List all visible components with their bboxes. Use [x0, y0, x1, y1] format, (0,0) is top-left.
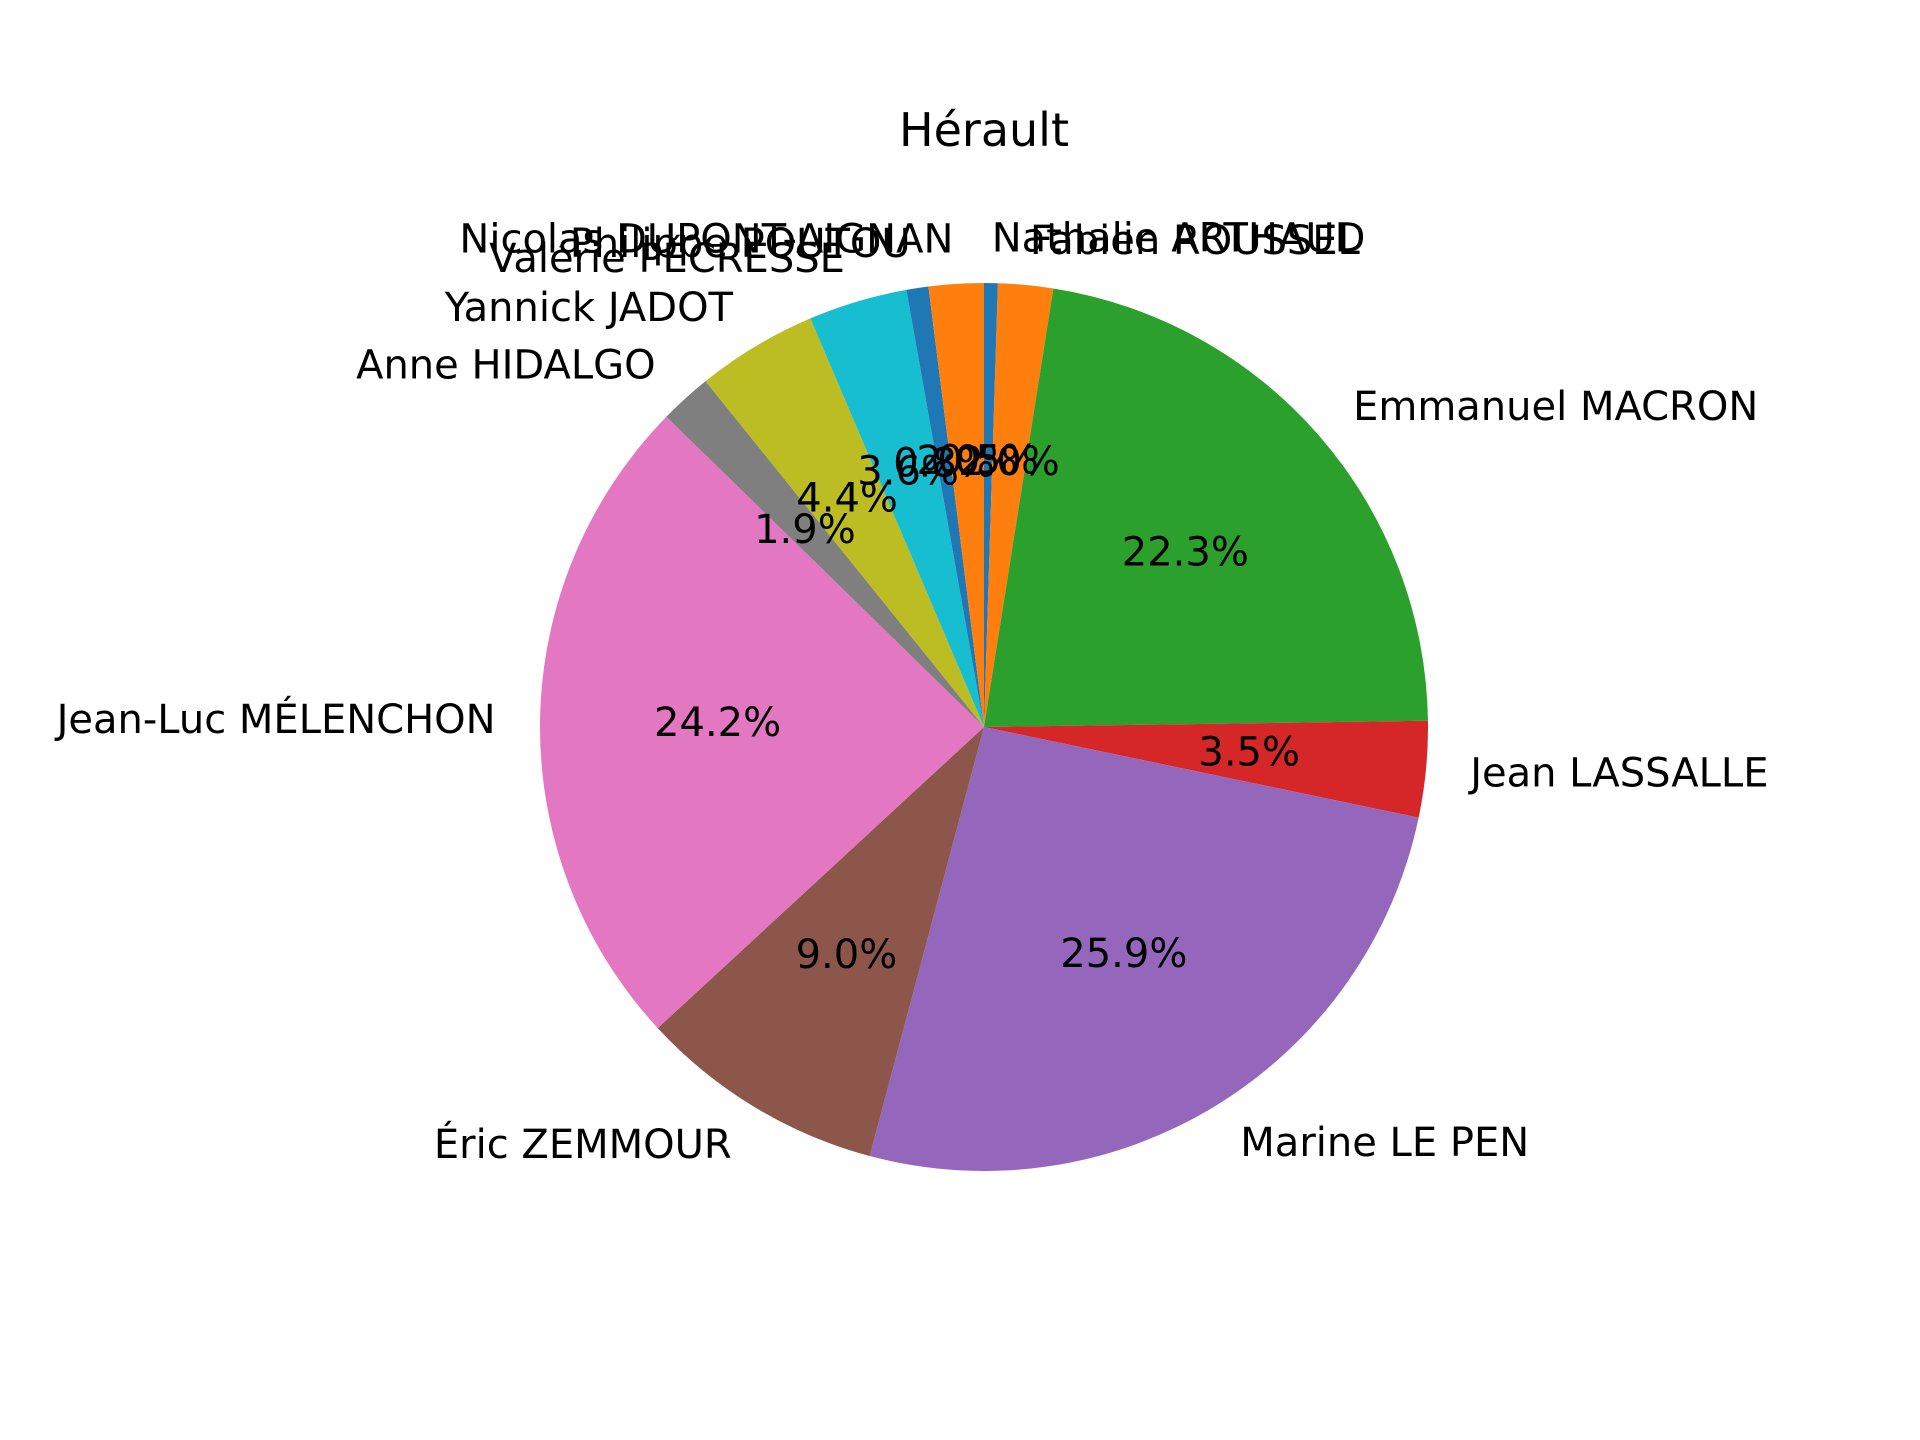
slice-label: Jean-Luc MÉLENCHON	[54, 695, 496, 743]
slice-label: Jean LASSALLE	[1467, 751, 1768, 797]
slice-label: Valérie PÉCRESSE	[489, 234, 845, 282]
slice-label: Philippe POUTOU	[570, 221, 911, 267]
pie-slice	[869, 727, 1419, 1171]
pie-slices	[540, 283, 1429, 1171]
slice-percent-label: 2.0%	[916, 438, 1018, 484]
slice-percent-label: 0.5%	[937, 438, 1039, 484]
slice-percent-label: 25.9%	[1060, 931, 1187, 977]
slice-percent-label: 0.8%	[893, 441, 995, 487]
slice-percent-label: 24.2%	[654, 700, 781, 746]
slice-label: Fabien ROUSSEL	[1030, 218, 1361, 264]
slice-percent-labels: 0.5%2.0% 22.3% 3.5% 25.9% 9.0% 24.2% 1.9%4.4%3…	[654, 438, 1300, 978]
pie-slice	[540, 416, 984, 1029]
chart-title: Hérault	[899, 103, 1069, 157]
pie-slice	[810, 289, 984, 727]
pie-slice	[984, 288, 1428, 727]
slice-percent-label: 9.0%	[796, 932, 898, 978]
pie-slice	[657, 727, 984, 1157]
slice-percent-label: 22.3%	[1122, 530, 1249, 576]
pie-slice	[928, 283, 984, 727]
pie-slice	[666, 381, 984, 727]
slice-percent-label: 1.9%	[754, 507, 856, 553]
slice-label: Marine LE PEN	[1240, 1120, 1529, 1166]
slice-label: Nicolas DUPONT-AIGNAN	[459, 217, 953, 263]
pie-slice	[984, 283, 998, 727]
pie-slice	[906, 286, 984, 727]
slice-percent-label: 4.4%	[796, 476, 898, 522]
slice-label: Anne HIDALGO	[356, 343, 656, 389]
slice-label: Nathalie ARTHAUD	[992, 216, 1366, 262]
slice-percent-label: 2.0%	[958, 439, 1060, 485]
slice-percent-label: 3.5%	[1198, 730, 1300, 776]
slice-label: Emmanuel MACRON	[1353, 384, 1758, 430]
pie-slice	[984, 720, 1429, 818]
slice-label: Éric ZEMMOUR	[434, 1120, 732, 1168]
slice-label: Yannick JADOT	[444, 285, 734, 331]
pie-slice	[705, 318, 984, 727]
slice-percent-label: 3.6%	[857, 449, 959, 495]
pie-slice	[984, 283, 1054, 727]
